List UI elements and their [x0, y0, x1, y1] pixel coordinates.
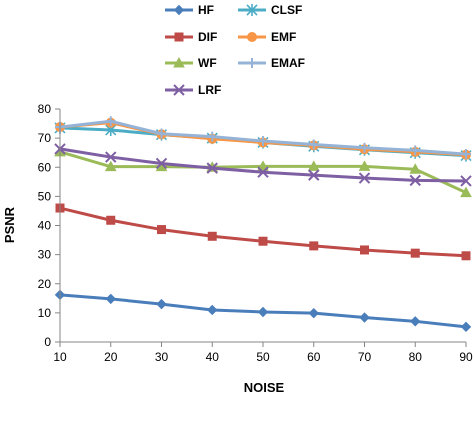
legend-swatch-marker-emaf	[247, 58, 257, 68]
x-tick-label: 20	[104, 350, 118, 364]
data-point-emaf	[308, 139, 319, 150]
x-tick-label: 60	[307, 350, 321, 364]
data-point-emaf	[359, 142, 370, 153]
data-point-wf	[104, 160, 117, 172]
data-point-lrf	[155, 157, 168, 170]
legend-label-emf: EMF	[271, 30, 296, 44]
data-point-hf	[308, 307, 319, 319]
series-emaf	[55, 116, 471, 160]
data-point-wf	[307, 160, 320, 171]
legend-label-wf: WF	[198, 56, 217, 70]
data-point-dif	[207, 231, 217, 241]
data-point-emaf	[207, 131, 218, 142]
x-tick-label: 40	[206, 350, 220, 364]
data-point-hf	[410, 316, 421, 327]
data-point-hf	[207, 304, 218, 316]
legend-item-lrf: LRF	[165, 83, 221, 97]
data-point-lrf	[358, 172, 371, 184]
x-tick-label: 10	[53, 350, 67, 364]
legend-swatch-marker-lrf	[173, 84, 185, 96]
legend-item-hf: HF	[165, 3, 214, 17]
data-point-hf	[359, 312, 370, 323]
y-tick-label: 30	[38, 248, 52, 262]
y-tick-label: 50	[38, 189, 52, 203]
data-point-hf	[105, 293, 116, 305]
data-point-lrf	[257, 166, 269, 178]
data-point-lrf	[105, 151, 117, 163]
data-point-wf	[409, 163, 422, 174]
legend-swatch-marker-dif	[174, 32, 184, 42]
data-point-emaf	[461, 149, 471, 160]
data-point-emaf	[156, 128, 167, 139]
series-line-dif	[59, 206, 467, 258]
data-point-hf	[460, 321, 472, 333]
data-point-lrf	[460, 175, 472, 187]
series-hf	[54, 289, 472, 333]
y-tick-label: 10	[38, 306, 52, 320]
x-tick-label: 80	[409, 350, 423, 364]
y-tick-label: 70	[38, 131, 52, 145]
data-point-dif	[258, 236, 268, 246]
legend-swatch-marker-emf	[247, 32, 257, 42]
series-dif	[55, 203, 471, 261]
x-tick-label: 90	[459, 350, 473, 364]
data-point-emaf	[105, 116, 116, 127]
legend-label-clsf: CLSF	[271, 3, 302, 17]
data-point-lrf	[308, 169, 320, 181]
legend-swatch-marker-clsf	[246, 4, 258, 16]
data-point-dif	[309, 241, 319, 251]
legend-item-emf: EMF	[238, 30, 296, 44]
data-point-wf	[257, 160, 269, 171]
y-tick-label: 80	[38, 102, 52, 116]
legend-item-emaf: EMAF	[238, 56, 305, 70]
y-tick-label: 20	[38, 277, 52, 291]
x-tick-label: 50	[256, 350, 270, 364]
x-tick-label: 70	[358, 350, 372, 364]
y-tick-label: 60	[38, 160, 52, 174]
legend-label-dif: DIF	[198, 30, 217, 44]
x-axis-title: NOISE	[244, 380, 285, 395]
data-point-dif	[461, 251, 471, 261]
data-point-lrf	[409, 174, 421, 187]
y-tick-label: 40	[38, 219, 52, 233]
data-point-hf	[156, 298, 167, 310]
data-point-emaf	[258, 136, 268, 147]
legend-swatch-marker-hf	[173, 4, 185, 16]
series-lrf	[54, 143, 472, 187]
legend-label-hf: HF	[198, 3, 214, 17]
legend-item-clsf: CLSF	[238, 3, 302, 17]
data-point-wf	[460, 186, 472, 198]
data-point-dif	[410, 248, 420, 258]
legend-item-dif: DIF	[165, 30, 217, 44]
legend-label-emaf: EMAF	[271, 56, 305, 70]
legend: HF CLSF DIF EMF WF EMAF LRF	[165, 3, 305, 97]
data-point-dif	[106, 215, 116, 225]
y-tick-label: 0	[44, 335, 51, 349]
data-point-lrf	[206, 162, 218, 174]
plot-area	[54, 116, 472, 333]
data-point-dif	[157, 225, 166, 235]
data-point-hf	[257, 306, 269, 318]
data-point-emaf	[410, 145, 421, 156]
legend-item-wf: WF	[165, 56, 217, 70]
data-point-wf	[358, 160, 371, 171]
x-tick-label: 30	[155, 350, 169, 364]
y-axis-title: PSNR	[2, 206, 17, 243]
legend-label-lrf: LRF	[198, 83, 221, 97]
data-point-dif	[360, 245, 369, 255]
legend-swatch-marker-wf	[173, 56, 185, 68]
